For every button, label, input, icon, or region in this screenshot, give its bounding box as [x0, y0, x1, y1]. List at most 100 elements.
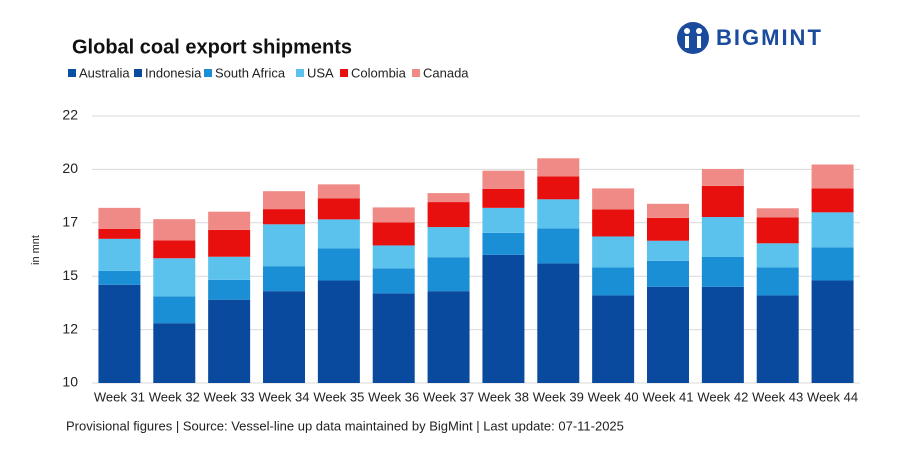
footnote: Provisional figures | Source: Vessel-lin…: [66, 418, 624, 433]
bar-segment: [208, 256, 251, 280]
x-tick-label: Week 36: [368, 389, 419, 404]
bar-segment: [317, 280, 360, 383]
legend-swatch: [296, 69, 304, 77]
bar-segment: [592, 209, 635, 237]
bar-segment: [98, 270, 141, 285]
bar-segment: [317, 198, 360, 220]
bar-segment: [701, 185, 744, 218]
bar-segment: [372, 207, 415, 223]
bar-segment: [756, 208, 799, 218]
bar-segment: [372, 293, 415, 383]
bar-segment: [372, 268, 415, 294]
legend-label: Colombia: [351, 65, 407, 80]
legend-swatch: [134, 69, 142, 77]
bar-segment: [208, 279, 251, 300]
bar-segment: [537, 158, 580, 177]
bar-segment: [98, 284, 141, 383]
x-tick-label: Week 39: [533, 389, 584, 404]
x-tick-label: Week 33: [204, 389, 255, 404]
bar-segment: [482, 188, 525, 208]
x-tick-label: Week 44: [807, 389, 858, 404]
bar-segment: [98, 228, 141, 239]
bar-segment: [701, 168, 744, 186]
bar-segment: [482, 170, 525, 189]
bar-segment: [647, 217, 689, 241]
x-tick-label: Week 37: [423, 389, 474, 404]
bar-segment: [372, 245, 415, 269]
bar-segment: [98, 207, 141, 229]
x-tick-label: Week 31: [94, 389, 145, 404]
bar-segment: [317, 219, 360, 249]
bar-segment: [701, 286, 744, 383]
bar-segment: [208, 211, 251, 230]
bar-segment: [263, 191, 305, 210]
bar-segment: [647, 203, 689, 218]
bar-segment: [482, 207, 525, 233]
bar-segment: [153, 258, 196, 297]
bar-segment: [756, 217, 799, 244]
chart-title: Global coal export shipments: [72, 36, 352, 58]
bar-segment: [263, 224, 305, 267]
x-tick-label: Week 38: [478, 389, 529, 404]
bar-segment: [208, 229, 251, 257]
x-tick-label: Week 42: [697, 389, 748, 404]
y-tick-label: 20: [62, 160, 78, 176]
bar-segment: [427, 257, 470, 292]
y-axis-label: in mnt: [30, 235, 42, 265]
bar-segment: [537, 199, 580, 229]
legend-label: Indonesia: [145, 65, 202, 80]
y-tick-label: 12: [62, 320, 78, 336]
bar-segment: [482, 232, 525, 255]
bar-segment: [647, 240, 689, 261]
logo-icon-bar: [697, 36, 701, 48]
legend-label: USA: [307, 65, 334, 80]
legend-swatch: [68, 69, 76, 77]
bar-segment: [647, 286, 689, 383]
logo-text: BIGMINT: [716, 25, 823, 50]
bar-segment: [756, 267, 799, 296]
x-tick-label: Week 32: [149, 389, 200, 404]
bar-segment: [701, 256, 744, 287]
bar-segment: [701, 217, 744, 257]
logo-icon-dot: [696, 28, 702, 34]
bar-segment: [592, 295, 635, 383]
x-tick-label: Week 35: [313, 389, 364, 404]
bar-segment: [427, 193, 470, 203]
logo-icon-bar: [685, 36, 689, 48]
x-tick-label: Week 40: [588, 389, 639, 404]
y-tick-label: 22: [62, 107, 78, 123]
bar-segment: [592, 236, 635, 268]
bar-segment: [811, 164, 854, 189]
bar-segment: [811, 212, 854, 248]
y-tick-label: 10: [62, 374, 78, 390]
bar-segment: [263, 291, 305, 383]
bar-segment: [537, 176, 580, 200]
y-tick-label: 17: [62, 214, 78, 230]
bar-segment: [208, 299, 251, 383]
bar-segment: [427, 227, 470, 258]
bar-segment: [98, 238, 141, 271]
logo-icon-dot: [684, 28, 690, 34]
logo: BIGMINT: [677, 22, 823, 54]
bar-segment: [811, 280, 854, 383]
bar-segment: [592, 267, 635, 296]
bar-segment: [317, 248, 360, 281]
bar-segment: [537, 228, 580, 264]
bar-segment: [372, 222, 415, 246]
bar-segment: [537, 263, 580, 383]
bar-segment: [811, 188, 854, 213]
bar-segment: [317, 184, 360, 199]
bar-segment: [756, 295, 799, 383]
bar-segment: [263, 266, 305, 292]
bar-segment: [756, 243, 799, 268]
bar-segment: [263, 209, 305, 225]
bar-segment: [153, 219, 196, 241]
legend-swatch: [340, 69, 348, 77]
y-tick-label: 15: [62, 267, 78, 283]
legend-swatch: [412, 69, 420, 77]
bar-segment: [153, 323, 196, 383]
bar-segment: [592, 188, 635, 210]
bar-segment: [153, 240, 196, 259]
x-tick-label: Week 34: [258, 389, 309, 404]
